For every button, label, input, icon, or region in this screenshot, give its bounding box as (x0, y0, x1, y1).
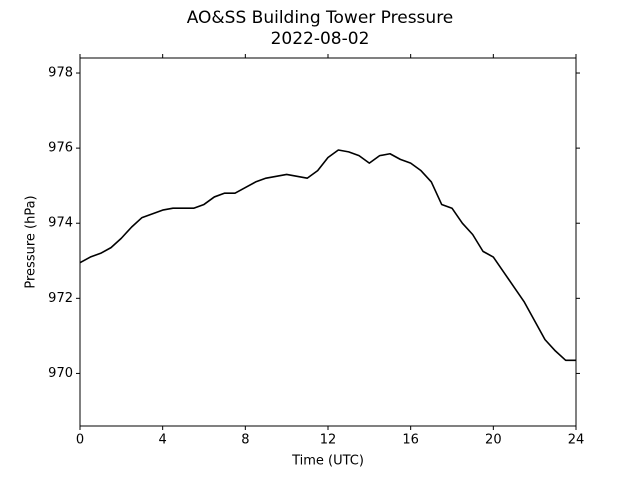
y-tick-label: 972 (48, 291, 73, 306)
x-tick-label: 0 (76, 433, 84, 448)
y-tick-label: 978 (48, 66, 73, 81)
x-axis-label: Time (UTC) (291, 454, 364, 469)
x-tick-label: 16 (402, 433, 419, 448)
x-tick-label: 12 (320, 433, 337, 448)
chart-subtitle: 2022-08-02 (271, 29, 370, 49)
x-tick-label: 4 (159, 433, 167, 448)
chart-title: AO&SS Building Tower Pressure (187, 8, 454, 28)
y-axis-label: Pressure (hPa) (24, 195, 39, 288)
pressure-line (79, 149, 576, 362)
x-tick-label: 20 (485, 433, 502, 448)
y-tick-label: 970 (48, 366, 73, 381)
y-tick-label: 974 (48, 216, 73, 231)
x-tick-label: 24 (568, 433, 585, 448)
y-tick-label: 976 (48, 141, 73, 156)
x-tick-label: 8 (241, 433, 249, 448)
plot-frame (79, 57, 577, 427)
